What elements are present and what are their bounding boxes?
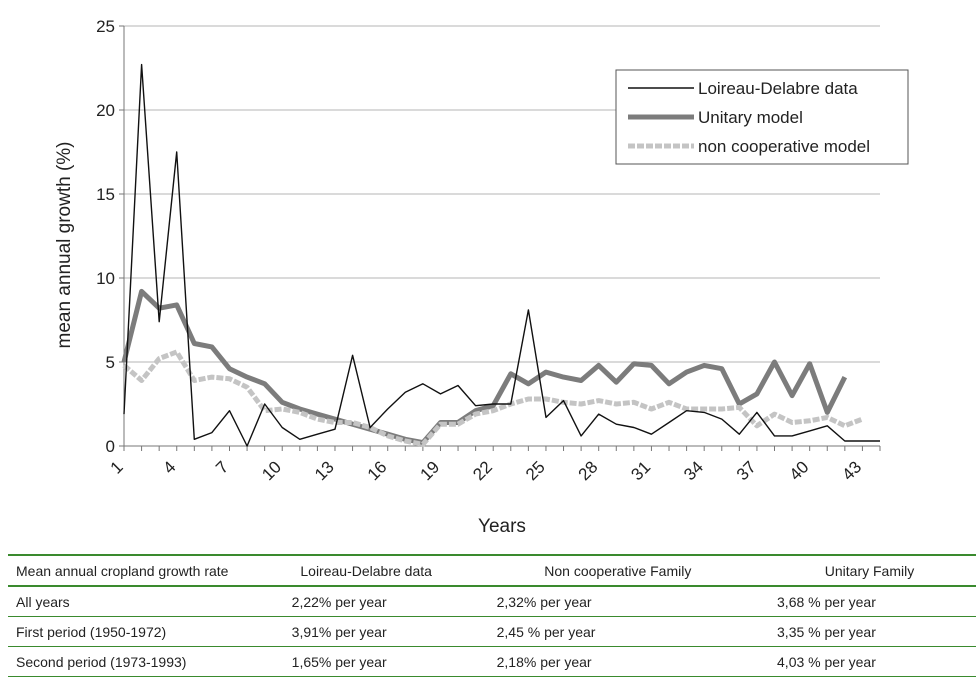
x-tick-label: 1 (107, 457, 127, 477)
x-tick-label: 28 (575, 457, 602, 484)
table-cell: 1,65% per year (291, 653, 387, 670)
table-cell: 2,22% per year (291, 593, 387, 610)
table-header-cell: Non cooperative Family (544, 562, 692, 579)
table-row: All years 2,22% per year 2,32% per year … (8, 586, 976, 617)
growth-rate-table: Mean annual cropland growth rate Loireau… (8, 554, 976, 677)
table-cell: 2,32% per year (496, 593, 592, 610)
y-axis-title: mean annual growth (%) (54, 142, 75, 349)
x-tick-label: 37 (733, 457, 760, 484)
table-cell: All years (16, 593, 70, 610)
x-tick-label: 40 (786, 457, 813, 484)
x-tick-label: 4 (159, 457, 179, 477)
series-line-unitary-model (121, 288, 848, 446)
x-tick-label: 7 (212, 457, 232, 477)
x-tick-label: 13 (311, 457, 338, 484)
y-tick-labels: 0 5 10 15 20 25 (96, 17, 115, 456)
x-tick-label: 25 (522, 457, 549, 484)
x-axis-title: Years (478, 516, 526, 537)
table-cell: Second period (1973-1993) (16, 653, 187, 670)
x-tick-labels: 1 4 7 10 13 16 19 22 25 28 31 34 37 40 43 (107, 457, 866, 484)
table-cell: 3,35 % per year (777, 623, 876, 640)
table-row: First period (1950-1972) 3,91% per year … (8, 617, 976, 647)
x-tick-label: 31 (627, 457, 654, 484)
legend: Loireau-Delabre data Unitary model non c… (615, 69, 909, 165)
y-tick-label: 0 (106, 437, 115, 456)
table-cell: 3,68 % per year (777, 593, 876, 610)
table-header-cell: Unitary Family (824, 562, 915, 579)
table-cell: 4,03 % per year (777, 653, 876, 670)
growth-rate-table-container: Mean annual cropland growth rate Loireau… (8, 554, 976, 677)
table-cell: 2,45 % per year (496, 623, 596, 640)
series-layer (121, 63, 880, 447)
y-tick-label: 20 (96, 101, 115, 120)
table-header-row: Mean annual cropland growth rate Loireau… (8, 555, 976, 586)
series-line-loireau-delabre (123, 63, 880, 447)
table-header-cell: Loireau-Delabre data (300, 562, 432, 579)
y-tick-label: 15 (96, 185, 115, 204)
x-tick-label: 19 (416, 457, 443, 484)
y-tick-label: 25 (96, 17, 115, 36)
chart: 0 5 10 15 20 25 1 4 7 10 13 16 19 22 25 28 31 34 37 40 43 m… (54, 17, 909, 537)
table-cell: 3,91% per year (291, 623, 387, 640)
x-tick-label: 16 (364, 457, 391, 484)
series-line-non-cooperative-model (122, 349, 864, 447)
axes (119, 25, 881, 451)
legend-label-non-cooperative-model: non cooperative model (698, 137, 870, 156)
x-tick-label: 22 (469, 457, 496, 484)
table-cell: First period (1950-1972) (16, 623, 167, 640)
table-cell: 2,18% per year (496, 653, 592, 670)
legend-label-loireau-delabre: Loireau-Delabre data (698, 79, 858, 98)
x-tick-label: 10 (258, 457, 285, 484)
table-header-cell: Mean annual cropland growth rate (16, 562, 229, 579)
x-tick-label: 43 (838, 457, 865, 484)
y-tick-label: 5 (106, 353, 115, 372)
table-row: Second period (1973-1993) 1,65% per year… (8, 647, 976, 677)
x-tick-label: 34 (680, 457, 707, 484)
y-tick-label: 10 (96, 269, 115, 288)
legend-label-unitary-model: Unitary model (698, 108, 803, 127)
